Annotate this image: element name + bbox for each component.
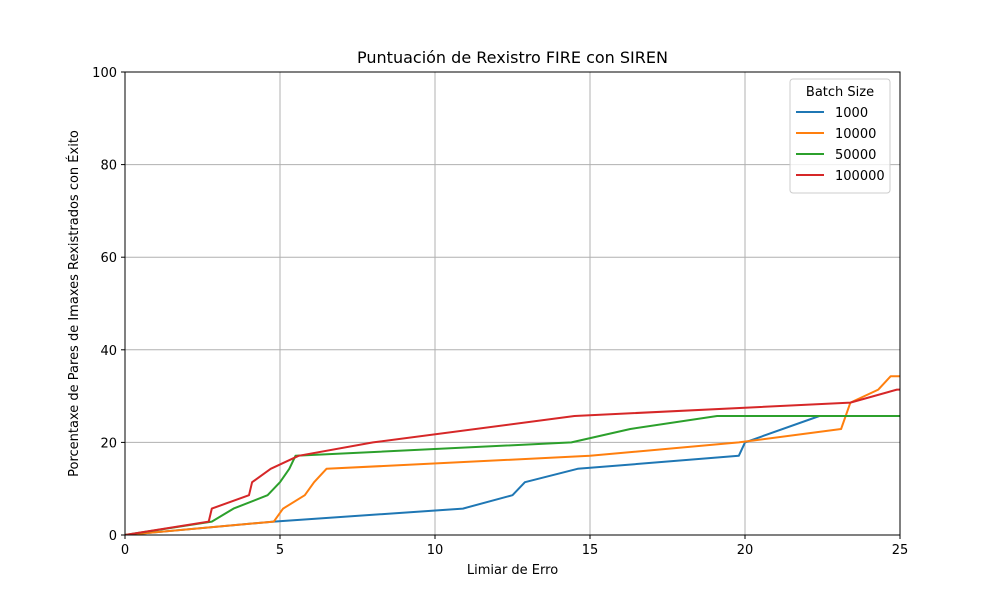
series-lines (125, 375, 900, 535)
series-line-10000 (125, 375, 900, 535)
legend-label-50000: 50000 (835, 148, 876, 163)
series-line-100000 (125, 388, 900, 535)
y-tick-label: 80 (100, 159, 117, 174)
y-tick-label: 0 (109, 529, 117, 544)
x-axis-label: Limiar de Erro (467, 563, 558, 578)
x-tick-label: 15 (582, 543, 599, 558)
chart-title: Puntuación de Rexistro FIRE con SIREN (357, 48, 668, 67)
y-tick-label: 60 (100, 251, 117, 266)
y-axis-label: Porcentaxe de Pares de Imaxes Rexistrado… (66, 130, 82, 477)
x-tick-label: 25 (892, 543, 909, 558)
x-tick-label: 0 (121, 543, 129, 558)
legend-box (789, 78, 891, 194)
x-tick-label: 10 (427, 543, 444, 558)
legend-label-100000: 100000 (835, 169, 885, 184)
legend-label-1000: 1000 (835, 106, 868, 121)
series-line-50000 (125, 415, 900, 535)
x-tick-label: 5 (276, 543, 284, 558)
legend-label-10000: 10000 (835, 127, 876, 142)
series-line-1000 (125, 415, 900, 535)
legend: Batch Size 1000 10000 50000 100000 (789, 78, 891, 194)
legend-items: 1000 10000 50000 100000 (796, 106, 885, 184)
y-tick-label: 100 (92, 66, 117, 81)
axis-ticks: 0 5 10 15 20 25 0 20 40 60 80 100 (92, 66, 908, 558)
y-tick-label: 20 (100, 436, 117, 451)
legend-title: Batch Size (806, 85, 874, 100)
y-tick-label: 40 (100, 344, 117, 359)
x-tick-label: 20 (737, 543, 754, 558)
plot-frame (124, 71, 901, 536)
